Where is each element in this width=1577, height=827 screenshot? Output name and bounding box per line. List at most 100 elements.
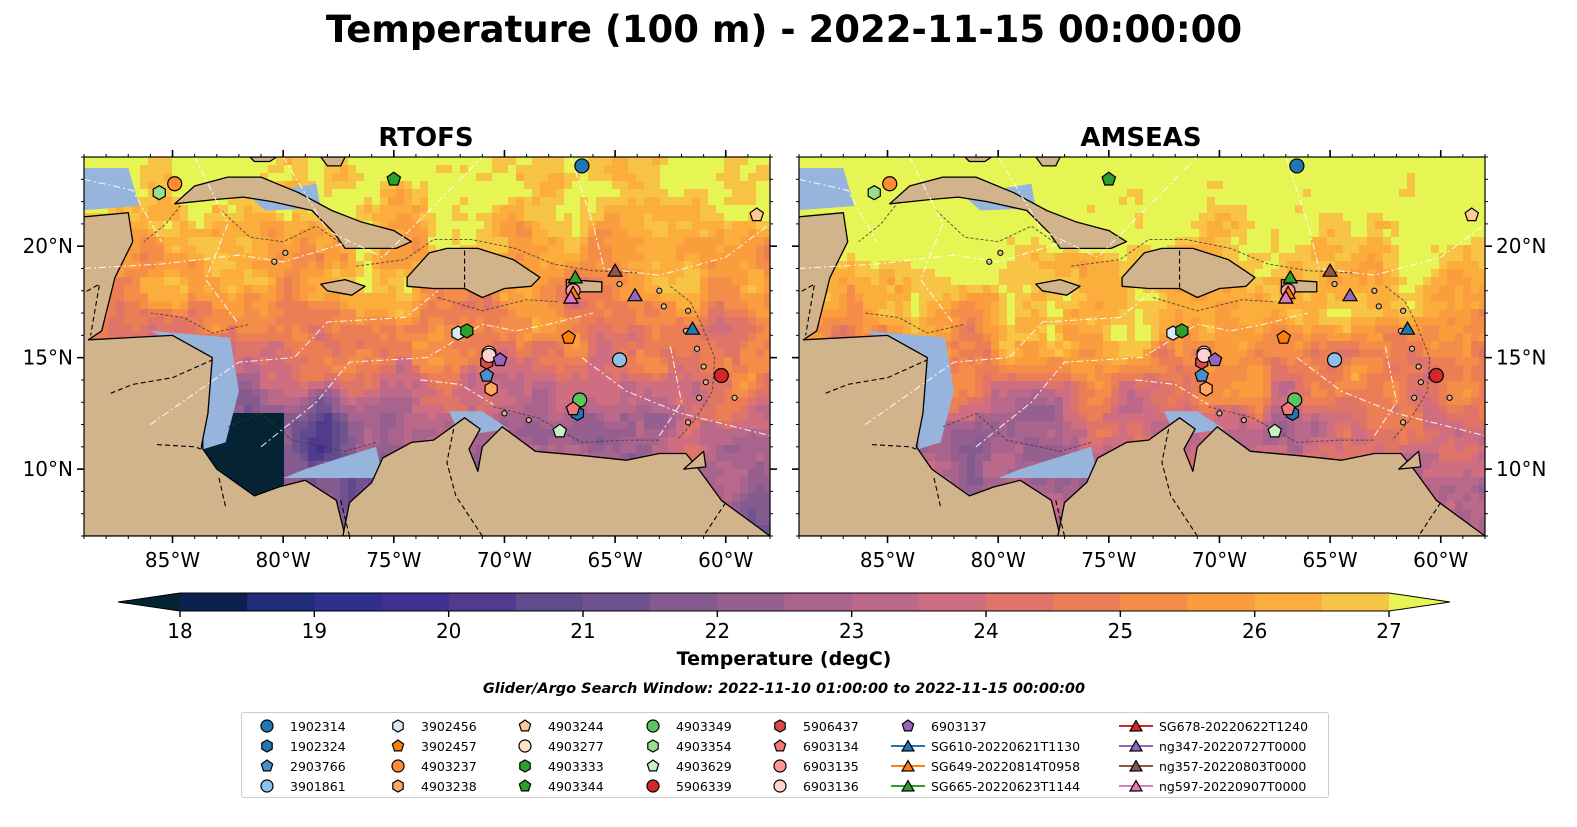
platform-marker-4903344 bbox=[386, 171, 402, 186]
map-panel-rtofs: RTOFS 85°W 80°W 75°W 70°W 65°W 60°W 10°N 15°N 20… bbox=[23, 123, 777, 572]
platform-marker-1902314 bbox=[574, 158, 590, 174]
platform-marker-4903629 bbox=[552, 423, 568, 438]
legend-symbol bbox=[518, 719, 532, 732]
country-border bbox=[703, 502, 727, 536]
legend-marker bbox=[646, 759, 660, 772]
legend-marker bbox=[647, 739, 659, 753]
island bbox=[1417, 379, 1424, 386]
legend-symbol bbox=[891, 759, 925, 772]
legend-marker bbox=[392, 779, 404, 793]
legend-label: 6903136 bbox=[803, 778, 859, 794]
country-border bbox=[825, 359, 928, 394]
colorbar-bin bbox=[1187, 593, 1256, 611]
legend-symbol bbox=[261, 739, 273, 753]
platform-marker-4903344 bbox=[1101, 171, 1117, 186]
legend-item: SG665-20220623T1144 bbox=[891, 777, 1080, 795]
country-border bbox=[84, 283, 101, 336]
legend-label: 5906339 bbox=[676, 778, 732, 794]
island bbox=[1408, 345, 1416, 352]
legend-label: SG610-20220621T1130 bbox=[931, 738, 1081, 754]
land-mass bbox=[1398, 450, 1422, 470]
platform-marker-1902314 bbox=[1289, 158, 1305, 174]
legend-label: 4903237 bbox=[421, 758, 477, 774]
eez-boundary bbox=[581, 357, 770, 437]
legend-symbol bbox=[391, 739, 405, 752]
land-mass bbox=[683, 450, 707, 470]
x-tick-label: 85°W bbox=[145, 548, 200, 572]
map-frame-rtofs bbox=[83, 156, 771, 537]
legend-item: 3902456 bbox=[381, 717, 477, 735]
platform-marker-ng597-20220907t0000 bbox=[562, 289, 579, 304]
colorbar-bin bbox=[851, 593, 920, 611]
legend-symbol bbox=[774, 719, 786, 733]
island bbox=[1446, 394, 1453, 401]
legend-marker bbox=[1128, 739, 1144, 752]
legend-label: 4903344 bbox=[548, 778, 604, 794]
colorbar-tick-label: 20 bbox=[436, 619, 461, 643]
eez-boundary bbox=[570, 157, 770, 276]
legend-label: 4903277 bbox=[548, 738, 604, 754]
legend-label: 6903134 bbox=[803, 738, 859, 754]
legend-symbol bbox=[260, 759, 274, 772]
x-tick-label: 80°W bbox=[971, 548, 1026, 572]
legend-label: ng357-20220803T0000 bbox=[1159, 758, 1307, 774]
legend-item: 6903134 bbox=[763, 737, 859, 755]
platform-marker-4903237 bbox=[167, 176, 183, 192]
platform-marker-ng347-20220727t0000 bbox=[626, 287, 644, 302]
island bbox=[731, 394, 738, 401]
isobath-contour bbox=[935, 210, 1061, 247]
legend-marker bbox=[646, 779, 660, 793]
legend-symbol bbox=[773, 759, 787, 773]
legend-marker bbox=[774, 719, 786, 733]
platform-marker-ng357-20220803t0000 bbox=[1322, 263, 1339, 277]
legend-item: 4903349 bbox=[636, 717, 732, 735]
colorbar-tick-label: 24 bbox=[973, 619, 998, 643]
isobath-contour bbox=[220, 210, 346, 247]
isobath-contour bbox=[227, 412, 377, 452]
colorbar-extend-low bbox=[118, 593, 180, 611]
legend-label: 4903238 bbox=[421, 778, 477, 794]
country-border bbox=[110, 359, 213, 394]
colorbar-bin bbox=[650, 593, 718, 611]
land-mass bbox=[406, 247, 541, 299]
eez-boundary bbox=[1373, 346, 1398, 437]
legend-marker bbox=[261, 739, 273, 753]
legend-symbol bbox=[646, 759, 660, 772]
legend-item: 6903135 bbox=[763, 757, 859, 775]
legend-marker bbox=[519, 759, 531, 773]
island bbox=[501, 410, 508, 417]
country-border bbox=[1055, 500, 1066, 536]
colorbar: 18 19 20 21 22 23 24 25 26 27 bbox=[117, 592, 1451, 643]
island bbox=[696, 394, 703, 401]
colorbar-bin bbox=[717, 593, 786, 611]
y-tick-label: 10°N bbox=[23, 457, 73, 481]
legend-symbol bbox=[891, 739, 925, 752]
shallow-shelf bbox=[84, 168, 140, 211]
legend-label: 4903349 bbox=[676, 718, 732, 734]
colorbar-bin bbox=[583, 593, 651, 611]
y-tick-label: 15°N bbox=[23, 346, 73, 370]
legend-symbol bbox=[1119, 759, 1153, 772]
island bbox=[616, 280, 623, 288]
isobath-contour bbox=[1385, 285, 1431, 441]
island bbox=[693, 345, 701, 352]
land-mass bbox=[320, 157, 346, 167]
legend-label: 4903629 bbox=[676, 758, 732, 774]
legend-symbol bbox=[647, 739, 659, 753]
platform-marker-4903237 bbox=[882, 176, 898, 192]
legend-symbol bbox=[646, 719, 660, 733]
legend-item: 4903238 bbox=[381, 777, 477, 795]
legend-marker bbox=[646, 719, 660, 733]
legend-label: 1902324 bbox=[290, 738, 346, 754]
legend-item: 5906437 bbox=[763, 717, 859, 735]
platform-marker-2903766 bbox=[1194, 367, 1210, 382]
country-border bbox=[156, 444, 202, 450]
x-tick-label: 75°W bbox=[366, 548, 421, 572]
colorbar-tick-label: 19 bbox=[302, 619, 327, 643]
map-panel-amseas: AMSEAS 85°W 80°W 75°W 70°W 65°W 60°W 10°N 15°N 2… bbox=[792, 123, 1546, 572]
legend-label: 6903135 bbox=[803, 758, 859, 774]
island bbox=[656, 287, 663, 294]
search-window-caption: Glider/Argo Search Window: 2022-11-10 01… bbox=[483, 681, 1085, 697]
legend-marker bbox=[773, 779, 787, 793]
legend-marker bbox=[260, 719, 274, 733]
